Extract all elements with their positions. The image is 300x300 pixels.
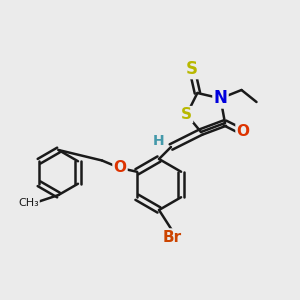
Text: Br: Br [163,230,182,244]
Text: N: N [214,89,227,107]
Text: H: H [153,134,165,148]
Text: S: S [181,107,192,122]
Text: O: O [113,160,127,175]
Text: O: O [236,124,250,140]
Text: CH₃: CH₃ [18,197,39,208]
Text: S: S [186,60,198,78]
